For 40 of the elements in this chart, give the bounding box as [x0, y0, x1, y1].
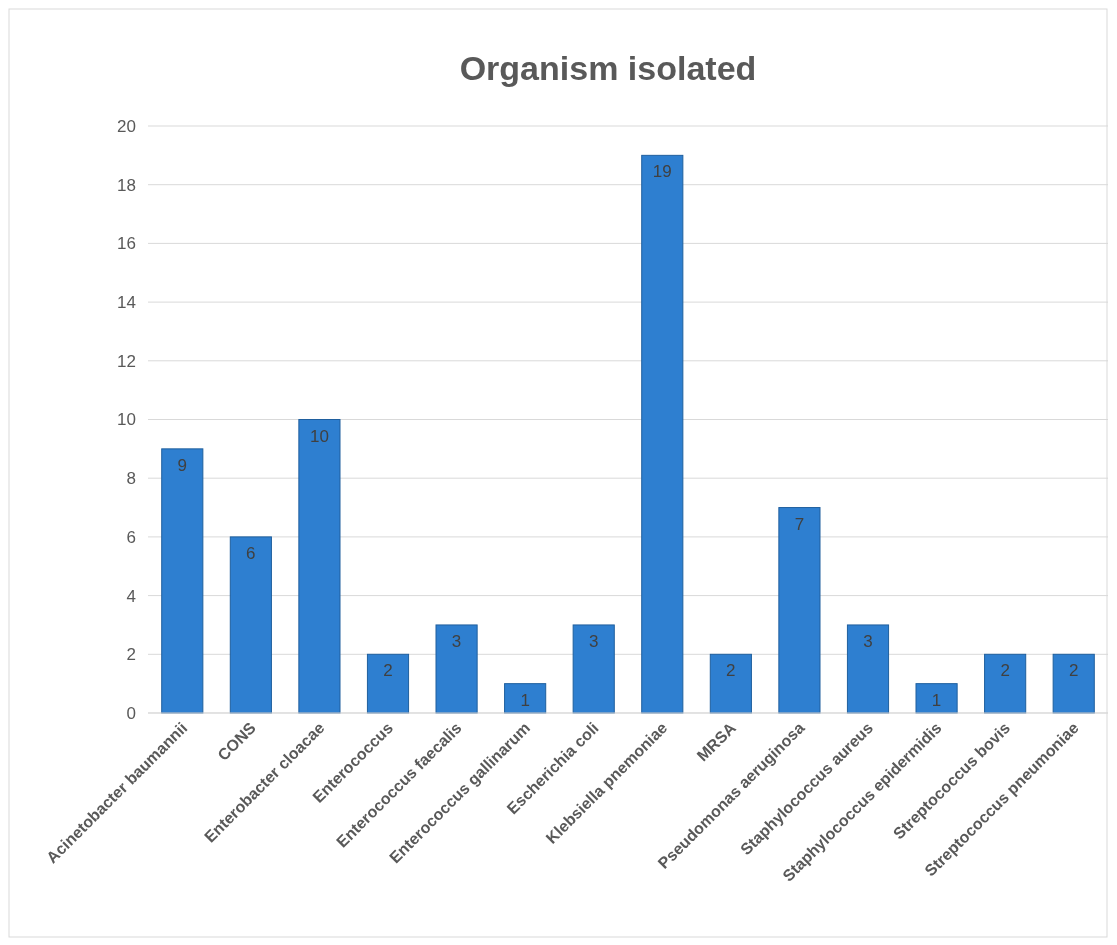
bar [161, 448, 204, 714]
data-label: 7 [794, 514, 805, 534]
y-tick-label: 12 [117, 351, 136, 371]
bar [572, 624, 615, 714]
bar [504, 683, 547, 714]
bar [778, 507, 821, 714]
data-label: 3 [451, 631, 462, 651]
data-label: 9 [177, 455, 188, 475]
data-label: 2 [1000, 661, 1010, 681]
y-tick-label: 10 [117, 410, 136, 430]
data-label: 3 [588, 631, 599, 651]
data-label: 2 [383, 661, 393, 681]
data-label: 10 [309, 426, 329, 446]
data-label: 6 [246, 543, 256, 563]
bar [641, 154, 684, 714]
bar [709, 653, 752, 714]
data-label: 1 [931, 690, 942, 710]
y-tick-label: 6 [126, 527, 136, 547]
bar [229, 536, 272, 714]
data-label: 3 [863, 631, 873, 651]
chart-title: Organism isolated [459, 49, 757, 87]
data-label: 19 [652, 162, 672, 182]
y-tick-label: 16 [117, 234, 136, 254]
bar [1052, 653, 1095, 714]
data-label: 2 [1068, 661, 1079, 681]
data-label: 1 [520, 690, 530, 710]
bar [366, 653, 410, 714]
y-tick-label: 8 [126, 469, 136, 489]
y-tick-label: 14 [117, 293, 136, 313]
y-tick-label: 4 [126, 586, 136, 606]
y-tick-label: 0 [126, 703, 136, 723]
y-tick-label: 20 [117, 116, 136, 136]
bar [846, 624, 890, 714]
bar [435, 624, 478, 714]
data-label: 2 [726, 661, 736, 681]
bar [298, 419, 341, 714]
y-tick-label: 2 [126, 645, 136, 665]
bar [984, 653, 1027, 714]
bar [915, 683, 958, 714]
y-tick-label: 18 [117, 175, 136, 195]
